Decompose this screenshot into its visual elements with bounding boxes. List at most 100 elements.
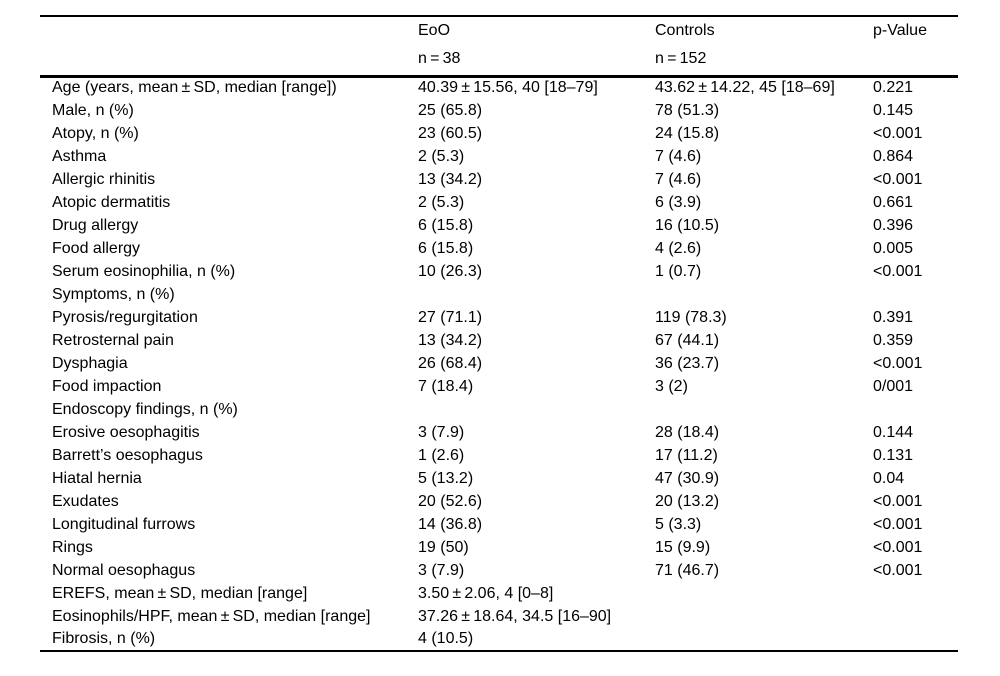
eoo-value xyxy=(418,398,655,421)
table-row: Exudates 20 (52.6) 20 (13.2) <0.001 xyxy=(40,490,958,513)
controls-value: 7 (4.6) xyxy=(655,147,702,165)
header-pvalue-sub xyxy=(873,44,958,76)
controls-value: 71 (46.7) xyxy=(655,561,720,579)
eoo-value: 7 (18.4) xyxy=(418,377,474,395)
table-row: Normal oesophagus 3 (7.9) 71 (46.7) <0.001 xyxy=(40,559,958,582)
row-label: Atopy, n (%) xyxy=(52,124,139,142)
p-value: 0.661 xyxy=(873,193,914,211)
p-value xyxy=(873,628,958,651)
eoo-value: 19 (50) xyxy=(418,538,469,556)
controls-value: 3 (2) xyxy=(655,377,688,395)
row-label: Longitudinal furrows xyxy=(52,515,196,533)
row-label: Serum eosinophilia, n (%) xyxy=(52,262,236,280)
controls-value xyxy=(655,398,873,421)
eoo-value: 25 (65.8) xyxy=(418,101,483,119)
eoo-value xyxy=(418,283,655,306)
header-spacer xyxy=(40,16,418,44)
table-row: Age (years, mean ± SD, median [range]) 40… xyxy=(40,76,958,99)
table-row: Rings 19 (50) 15 (9.9) <0.001 xyxy=(40,536,958,559)
row-label: Rings xyxy=(52,538,93,556)
table-row: Dysphagia 26 (68.4) 36 (23.7) <0.001 xyxy=(40,352,958,375)
row-label: Normal oesophagus xyxy=(52,561,196,579)
header-eoo-n: n = 38 xyxy=(418,50,461,68)
p-value: <0.001 xyxy=(873,515,923,533)
header-sub-row: n = 38 n = 152 xyxy=(40,44,958,76)
table-row: Fibrosis, n (%) 4 (10.5) xyxy=(40,628,958,651)
controls-value: 20 (13.2) xyxy=(655,492,720,510)
p-value: <0.001 xyxy=(873,170,923,188)
row-label: Hiatal hernia xyxy=(52,469,142,487)
controls-value: 6 (3.9) xyxy=(655,193,702,211)
p-value: 0.005 xyxy=(873,239,914,257)
row-label: Male, n (%) xyxy=(52,101,134,119)
table-row: Endoscopy findings, n (%) xyxy=(40,398,958,421)
row-label: Barrett’s oesophagus xyxy=(52,446,203,464)
table-row: Erosive oesophagitis 3 (7.9) 28 (18.4) 0.14… xyxy=(40,421,958,444)
row-label: Age (years, mean ± SD, median [range]) xyxy=(52,79,337,97)
controls-value xyxy=(655,605,873,628)
row-label: Erosive oesophagitis xyxy=(52,423,200,441)
eoo-value: 2 (5.3) xyxy=(418,193,465,211)
controls-value: 67 (44.1) xyxy=(655,331,720,349)
controls-value: 36 (23.7) xyxy=(655,354,720,372)
controls-value: 78 (51.3) xyxy=(655,101,720,119)
p-value: 0.221 xyxy=(873,79,914,97)
controls-value: 1 (0.7) xyxy=(655,262,702,280)
table-row: Atopy, n (%) 23 (60.5) 24 (15.8) <0.001 xyxy=(40,122,958,145)
p-value: <0.001 xyxy=(873,492,923,510)
data-table: EoO Controls p-Value n = 38 n = 152 Age … xyxy=(40,15,958,652)
eoo-value: 6 (15.8) xyxy=(418,239,474,257)
table-row: Allergic rhinitis 13 (34.2) 7 (4.6) <0.001 xyxy=(40,168,958,191)
table-row: Longitudinal furrows 14 (36.8) 5 (3.3) <0.0… xyxy=(40,513,958,536)
table-row: EREFS, mean ± SD, median [range] 3.50 ± 2… xyxy=(40,582,958,605)
p-value: 0.131 xyxy=(873,446,914,464)
controls-value xyxy=(655,628,873,651)
eoo-value: 3.50 ± 2.06, 4 [0–8] xyxy=(418,584,554,602)
eoo-value: 27 (71.1) xyxy=(418,308,483,326)
controls-value: 119 (78.3) xyxy=(655,308,727,326)
row-label: Allergic rhinitis xyxy=(52,170,156,188)
p-value xyxy=(873,605,958,628)
row-label: EREFS, mean ± SD, median [range] xyxy=(52,584,308,602)
row-label: Endoscopy findings, n (%) xyxy=(52,400,238,418)
eoo-value: 4 (10.5) xyxy=(418,630,474,647)
row-label: Exudates xyxy=(52,492,119,510)
eoo-value: 20 (52.6) xyxy=(418,492,483,510)
row-label: Dysphagia xyxy=(52,354,128,372)
eoo-value: 37.26 ± 18.64, 34.5 [16–90] xyxy=(418,607,612,625)
table-row: Serum eosinophilia, n (%) 10 (26.3) 1 (0.7… xyxy=(40,260,958,283)
controls-value: 47 (30.9) xyxy=(655,469,720,487)
row-label: Symptoms, n (%) xyxy=(52,285,175,303)
eoo-value: 13 (34.2) xyxy=(418,331,483,349)
p-value xyxy=(873,582,958,605)
table-row: Food allergy 6 (15.8) 4 (2.6) 0.005 xyxy=(40,237,958,260)
p-value xyxy=(873,283,958,306)
eoo-value: 14 (36.8) xyxy=(418,515,483,533)
table-row: Retrosternal pain 13 (34.2) 67 (44.1) 0.359 xyxy=(40,329,958,352)
row-label: Eosinophils/HPF, mean ± SD, median [rang… xyxy=(52,607,371,625)
row-label: Pyrosis/regurgitation xyxy=(52,308,198,326)
p-value: 0.144 xyxy=(873,423,914,441)
row-label: Asthma xyxy=(52,147,107,165)
p-value: 0.864 xyxy=(873,147,914,165)
eoo-value: 3 (7.9) xyxy=(418,423,465,441)
table-row: Pyrosis/regurgitation 27 (71.1) 119 (78.3)… xyxy=(40,306,958,329)
p-value: 0.396 xyxy=(873,216,914,234)
eoo-value: 10 (26.3) xyxy=(418,262,483,280)
row-label: Food allergy xyxy=(52,239,141,257)
p-value: <0.001 xyxy=(873,538,923,556)
row-label: Fibrosis, n (%) xyxy=(52,630,156,647)
p-value: <0.001 xyxy=(873,561,923,579)
controls-value: 28 (18.4) xyxy=(655,423,720,441)
eoo-value: 5 (13.2) xyxy=(418,469,474,487)
controls-value: 4 (2.6) xyxy=(655,239,702,257)
row-label: Drug allergy xyxy=(52,216,139,234)
eoo-value: 26 (68.4) xyxy=(418,354,483,372)
p-value xyxy=(873,398,958,421)
header-eoo: EoO xyxy=(418,21,451,39)
table-row: Male, n (%) 25 (65.8) 78 (51.3) 0.145 xyxy=(40,99,958,122)
controls-value: 7 (4.6) xyxy=(655,170,702,188)
controls-value: 16 (10.5) xyxy=(655,216,720,234)
header-group-row: EoO Controls p-Value xyxy=(40,16,958,44)
